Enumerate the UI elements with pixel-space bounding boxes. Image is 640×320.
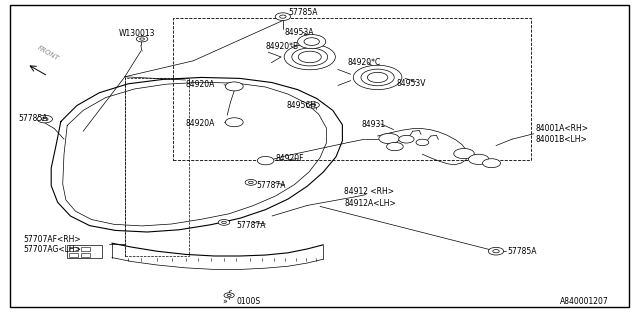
Text: 57787A: 57787A [256, 181, 285, 190]
Circle shape [248, 181, 253, 184]
Circle shape [298, 51, 321, 63]
Bar [69, 253, 78, 257]
Circle shape [42, 117, 48, 121]
Text: 84920*C: 84920*C [348, 58, 381, 67]
Circle shape [353, 65, 402, 90]
Circle shape [454, 148, 474, 159]
Bar [81, 247, 90, 251]
Text: 84001A<RH>: 84001A<RH> [535, 124, 588, 132]
Circle shape [225, 82, 243, 91]
Text: 84920A: 84920A [186, 119, 215, 128]
Circle shape [224, 293, 234, 298]
Circle shape [136, 36, 148, 42]
Text: 84920A: 84920A [186, 80, 215, 89]
Text: 57785A: 57785A [507, 247, 536, 256]
Text: 57707AG<LH>: 57707AG<LH> [24, 245, 81, 254]
Text: 84931: 84931 [362, 120, 386, 129]
Bar [173, 18, 531, 160]
Text: 84912 <RH>: 84912 <RH> [344, 188, 394, 196]
Circle shape [493, 250, 499, 253]
Circle shape [310, 104, 316, 106]
Text: 84920*B: 84920*B [266, 42, 299, 51]
Text: 84953V: 84953V [397, 79, 426, 88]
Circle shape [387, 142, 403, 151]
Circle shape [416, 139, 429, 146]
Circle shape [275, 13, 291, 20]
Text: W130013: W130013 [118, 29, 155, 38]
Text: 57707AF<RH>: 57707AF<RH> [24, 235, 81, 244]
Text: 57787A: 57787A [237, 221, 266, 230]
Circle shape [140, 38, 145, 40]
Circle shape [37, 115, 52, 123]
Circle shape [361, 69, 394, 86]
Circle shape [280, 15, 286, 18]
Text: 57785A: 57785A [288, 8, 317, 17]
Text: 84953A: 84953A [285, 28, 314, 36]
Circle shape [218, 220, 230, 225]
Circle shape [379, 133, 399, 144]
Text: 84001B<LH>: 84001B<LH> [535, 135, 587, 144]
Text: 84956H: 84956H [287, 101, 317, 110]
Bar [69, 247, 78, 251]
Circle shape [298, 35, 326, 49]
Text: 84912A<LH>: 84912A<LH> [344, 199, 396, 208]
Text: »: » [222, 297, 227, 306]
Text: 0100S: 0100S [237, 297, 261, 306]
Circle shape [399, 135, 414, 143]
Circle shape [483, 159, 500, 168]
Circle shape [468, 154, 489, 164]
Circle shape [257, 156, 274, 165]
Text: A840001207: A840001207 [560, 297, 609, 306]
Circle shape [227, 294, 231, 296]
Circle shape [221, 221, 227, 224]
Circle shape [292, 48, 328, 66]
Text: FRONT: FRONT [36, 44, 60, 61]
Circle shape [367, 72, 388, 83]
Bar [81, 253, 90, 257]
Bar [67, 245, 102, 258]
Circle shape [245, 180, 257, 185]
Circle shape [304, 38, 319, 45]
Circle shape [284, 44, 335, 70]
Text: 57785A: 57785A [18, 114, 47, 123]
Text: 84920F: 84920F [275, 154, 304, 163]
Bar [125, 78, 189, 256]
Circle shape [307, 102, 319, 108]
Circle shape [225, 118, 243, 127]
Circle shape [488, 247, 504, 255]
